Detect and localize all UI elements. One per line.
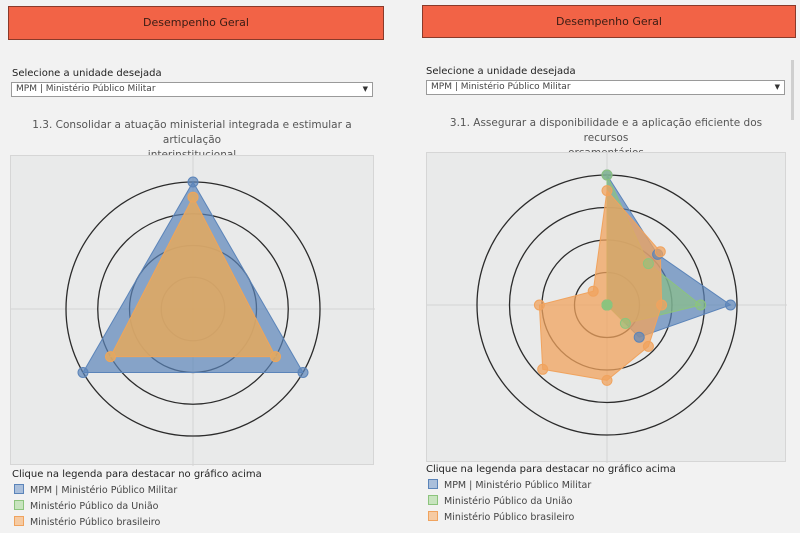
right-legend-label-mpu: Ministério Público da União (444, 496, 573, 507)
right-point-mpm-2[interactable] (725, 299, 736, 311)
right-point-mpu-1[interactable] (642, 258, 654, 270)
right-edge-scrollbar[interactable] (790, 60, 796, 120)
left-point-mpm-1[interactable] (297, 367, 309, 378)
right-legend-label-mpm: MPM | Ministério Público Militar (444, 480, 592, 491)
right-series-mpb-area[interactable] (538, 189, 663, 381)
left-legend-swatch-mpb (14, 516, 24, 526)
left-legend-item-mpu[interactable]: Ministério Público da União (14, 500, 158, 513)
left-select-label: Selecione a unidade desejada (12, 68, 162, 79)
left-chevron-down-icon[interactable]: ▼ (362, 85, 368, 93)
left-point-mpb-1[interactable] (270, 351, 281, 363)
right-chevron-down-icon[interactable]: ▼ (774, 83, 780, 91)
left-legend-swatch-mpm (14, 484, 24, 494)
right-point-mpb-5[interactable] (537, 363, 549, 375)
left-chart-title-line1: 1.3. Consolidar a atuação ministerial in… (32, 119, 352, 146)
left-legend-label-mpu: Ministério Público da União (30, 501, 159, 512)
left-radar-svg (11, 156, 375, 466)
left-legend-swatch-mpu (14, 500, 24, 510)
right-point-mpb-7[interactable] (587, 285, 599, 297)
left-legend-item-mpm[interactable]: MPM | Ministério Público Militar (14, 484, 177, 497)
left-point-mpb-0[interactable] (187, 191, 199, 203)
right-legend-swatch-mpb (428, 511, 438, 521)
right-select-label: Selecione a unidade desejada (426, 66, 576, 77)
right-unit-select[interactable]: MPM | Ministério Público Militar ▼ (426, 80, 785, 95)
right-select-value: MPM | Ministério Público Militar (431, 82, 571, 92)
right-legend-item-mpu[interactable]: Ministério Público da União (428, 495, 572, 508)
right-legend-item-mpm[interactable]: MPM | Ministério Público Militar (428, 479, 591, 492)
right-point-mpb-6[interactable] (533, 299, 545, 311)
left-header-button[interactable]: Desempenho Geral (8, 6, 384, 40)
right-point-mpm-3[interactable] (633, 331, 645, 343)
left-dashboard-panel: Desempenho Geral Selecione a unidade des… (8, 6, 384, 529)
right-legend-item-mpb[interactable]: Ministério Público brasileiro (428, 511, 574, 524)
left-point-mpm-0[interactable] (187, 176, 199, 188)
left-radar-chart (10, 155, 375, 466)
right-point-mpu-0[interactable] (601, 169, 613, 181)
left-select-value: MPM | Ministério Público Militar (16, 84, 156, 94)
left-legend-title: Clique na legenda para destacar no gráfi… (12, 469, 262, 480)
left-legend-label-mpb: Ministério Público brasileiro (30, 517, 161, 528)
left-point-mpb-2[interactable] (105, 351, 116, 363)
right-point-mpu-7[interactable] (601, 299, 613, 311)
right-chart-title-line1: 3.1. Assegurar a disponibilidade e a apl… (449, 117, 763, 144)
right-point-mpb-1[interactable] (654, 246, 666, 258)
right-radar-chart (426, 152, 787, 463)
right-legend-title: Clique na legenda para destacar no gráfi… (426, 464, 676, 475)
left-legend-label-mpm: MPM | Ministério Público Militar (30, 485, 178, 496)
right-point-mpb-2[interactable] (656, 299, 668, 311)
right-point-mpu-2[interactable] (695, 299, 707, 311)
right-point-mpb-3[interactable] (642, 340, 654, 352)
left-series-mpb-area[interactable] (109, 196, 277, 358)
left-unit-select[interactable]: MPM | Ministério Público Militar ▼ (11, 82, 373, 97)
left-point-mpm-2[interactable] (77, 367, 89, 378)
right-point-mpu-3[interactable] (619, 317, 631, 329)
right-point-mpb-0[interactable] (601, 185, 613, 197)
right-legend-label-mpb: Ministério Público brasileiro (444, 512, 575, 523)
right-legend-swatch-mpu (428, 495, 438, 505)
right-dashboard-panel: Desempenho Geral Selecione a unidade des… (410, 0, 800, 533)
right-point-mpb-4[interactable] (601, 374, 613, 386)
left-legend-item-mpb[interactable]: Ministério Público brasileiro (14, 516, 160, 529)
right-legend-swatch-mpm (428, 479, 438, 489)
right-radar-svg (427, 153, 787, 463)
right-header-button[interactable]: Desempenho Geral (422, 5, 796, 38)
